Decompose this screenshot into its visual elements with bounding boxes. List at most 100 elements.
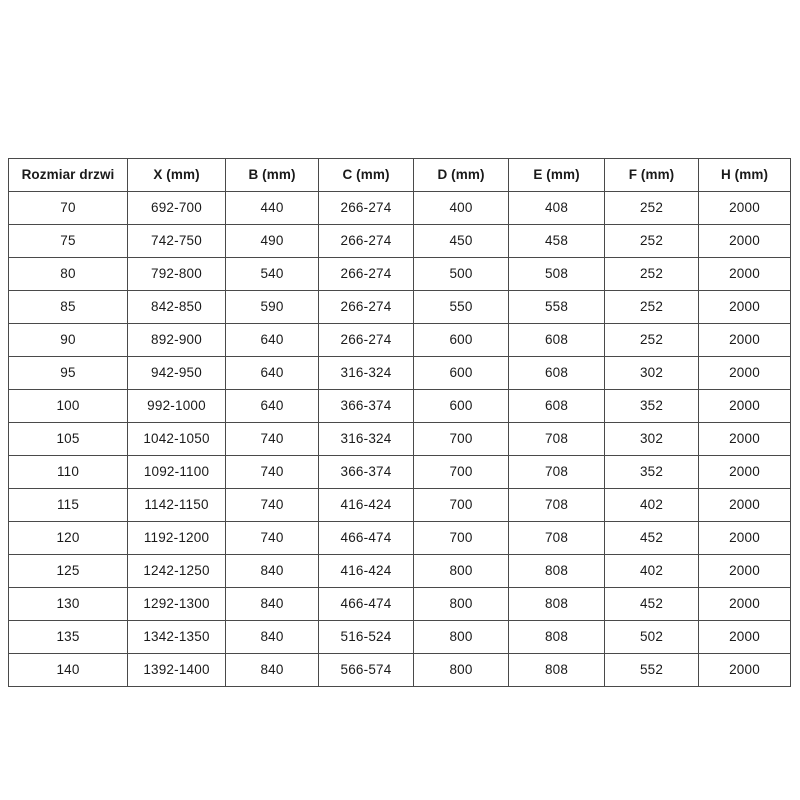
- cell-value: 992-1000: [127, 389, 226, 423]
- cell-value: 402: [604, 488, 699, 522]
- cell-door-size: 125: [8, 554, 128, 588]
- cell-value: 800: [413, 554, 509, 588]
- cell-value: 608: [508, 356, 605, 390]
- cell-value: 452: [604, 521, 699, 555]
- cell-value: 266-274: [318, 224, 414, 258]
- cell-value: 590: [225, 290, 319, 324]
- cell-value: 942-950: [127, 356, 226, 390]
- cell-value: 840: [225, 620, 319, 654]
- cell-value: 800: [413, 620, 509, 654]
- cell-value: 490: [225, 224, 319, 258]
- table-row: 90 892-900 640 266-274 600 608 252 2000: [8, 323, 791, 357]
- cell-value: 516-524: [318, 620, 414, 654]
- cell-door-size: 115: [8, 488, 128, 522]
- cell-value: 1192-1200: [127, 521, 226, 555]
- table-row: 85 842-850 590 266-274 550 558 252 2000: [8, 290, 791, 324]
- cell-value: 400: [413, 191, 509, 225]
- cell-door-size: 90: [8, 323, 128, 357]
- cell-door-size: 120: [8, 521, 128, 555]
- cell-value: 458: [508, 224, 605, 258]
- cell-value: 366-374: [318, 389, 414, 423]
- cell-value: 416-424: [318, 554, 414, 588]
- cell-value: 2000: [698, 554, 791, 588]
- cell-door-size: 105: [8, 422, 128, 456]
- cell-door-size: 140: [8, 653, 128, 687]
- cell-value: 808: [508, 587, 605, 621]
- cell-value: 352: [604, 389, 699, 423]
- table-row: 105 1042-1050 740 316-324 700 708 302 2000: [8, 422, 791, 456]
- cell-value: 540: [225, 257, 319, 291]
- cell-value: 608: [508, 323, 605, 357]
- cell-value: 700: [413, 521, 509, 555]
- column-header-4: D (mm): [413, 158, 509, 192]
- cell-value: 266-274: [318, 323, 414, 357]
- cell-value: 700: [413, 488, 509, 522]
- cell-value: 408: [508, 191, 605, 225]
- cell-value: 440: [225, 191, 319, 225]
- cell-value: 1342-1350: [127, 620, 226, 654]
- cell-value: 252: [604, 323, 699, 357]
- cell-value: 840: [225, 587, 319, 621]
- cell-value: 640: [225, 356, 319, 390]
- table-row: 115 1142-1150 740 416-424 700 708 402 2000: [8, 488, 791, 522]
- cell-value: 2000: [698, 389, 791, 423]
- cell-value: 466-474: [318, 521, 414, 555]
- cell-value: 2000: [698, 422, 791, 456]
- cell-value: 808: [508, 554, 605, 588]
- cell-value: 740: [225, 521, 319, 555]
- column-header-5: E (mm): [508, 158, 605, 192]
- table-row: 80 792-800 540 266-274 500 508 252 2000: [8, 257, 791, 291]
- table-body: 70 692-700 440 266-274 400 408 252 2000 75 742-75…: [8, 191, 791, 687]
- cell-value: 800: [413, 587, 509, 621]
- cell-value: 566-574: [318, 653, 414, 687]
- cell-value: 2000: [698, 488, 791, 522]
- cell-value: 2000: [698, 620, 791, 654]
- cell-value: 302: [604, 422, 699, 456]
- cell-value: 842-850: [127, 290, 226, 324]
- table-row: 135 1342-1350 840 516-524 800 808 502 2000: [8, 620, 791, 654]
- cell-door-size: 130: [8, 587, 128, 621]
- cell-value: 252: [604, 191, 699, 225]
- cell-value: 1042-1050: [127, 422, 226, 456]
- cell-value: 808: [508, 653, 605, 687]
- cell-value: 302: [604, 356, 699, 390]
- cell-value: 2000: [698, 521, 791, 555]
- table-row: 75 742-750 490 266-274 450 458 252 2000: [8, 224, 791, 258]
- cell-value: 266-274: [318, 257, 414, 291]
- cell-door-size: 110: [8, 455, 128, 489]
- cell-value: 266-274: [318, 191, 414, 225]
- cell-value: 2000: [698, 224, 791, 258]
- cell-value: 550: [413, 290, 509, 324]
- cell-value: 708: [508, 422, 605, 456]
- cell-value: 640: [225, 323, 319, 357]
- column-header-1: X (mm): [127, 158, 226, 192]
- cell-value: 740: [225, 422, 319, 456]
- cell-door-size: 135: [8, 620, 128, 654]
- cell-value: 700: [413, 422, 509, 456]
- cell-value: 502: [604, 620, 699, 654]
- cell-value: 252: [604, 290, 699, 324]
- cell-value: 708: [508, 455, 605, 489]
- cell-value: 2000: [698, 257, 791, 291]
- spec-table-container: Rozmiar drzwi X (mm) B (mm) C (mm) D (mm) E (…: [8, 158, 791, 687]
- column-header-7: H (mm): [698, 158, 791, 192]
- cell-value: 640: [225, 389, 319, 423]
- table-header-row: Rozmiar drzwi X (mm) B (mm) C (mm) D (mm) E (…: [8, 158, 791, 192]
- table-header: Rozmiar drzwi X (mm) B (mm) C (mm) D (mm) E (…: [8, 158, 791, 192]
- cell-value: 2000: [698, 653, 791, 687]
- cell-value: 2000: [698, 356, 791, 390]
- cell-value: 740: [225, 455, 319, 489]
- cell-door-size: 95: [8, 356, 128, 390]
- cell-door-size: 80: [8, 257, 128, 291]
- table-row: 95 942-950 640 316-324 600 608 302 2000: [8, 356, 791, 390]
- column-header-2: B (mm): [225, 158, 319, 192]
- cell-value: 740: [225, 488, 319, 522]
- cell-value: 600: [413, 389, 509, 423]
- cell-value: 700: [413, 455, 509, 489]
- cell-value: 366-374: [318, 455, 414, 489]
- cell-value: 2000: [698, 323, 791, 357]
- cell-value: 840: [225, 554, 319, 588]
- table-row: 130 1292-1300 840 466-474 800 808 452 2000: [8, 587, 791, 621]
- cell-door-size: 75: [8, 224, 128, 258]
